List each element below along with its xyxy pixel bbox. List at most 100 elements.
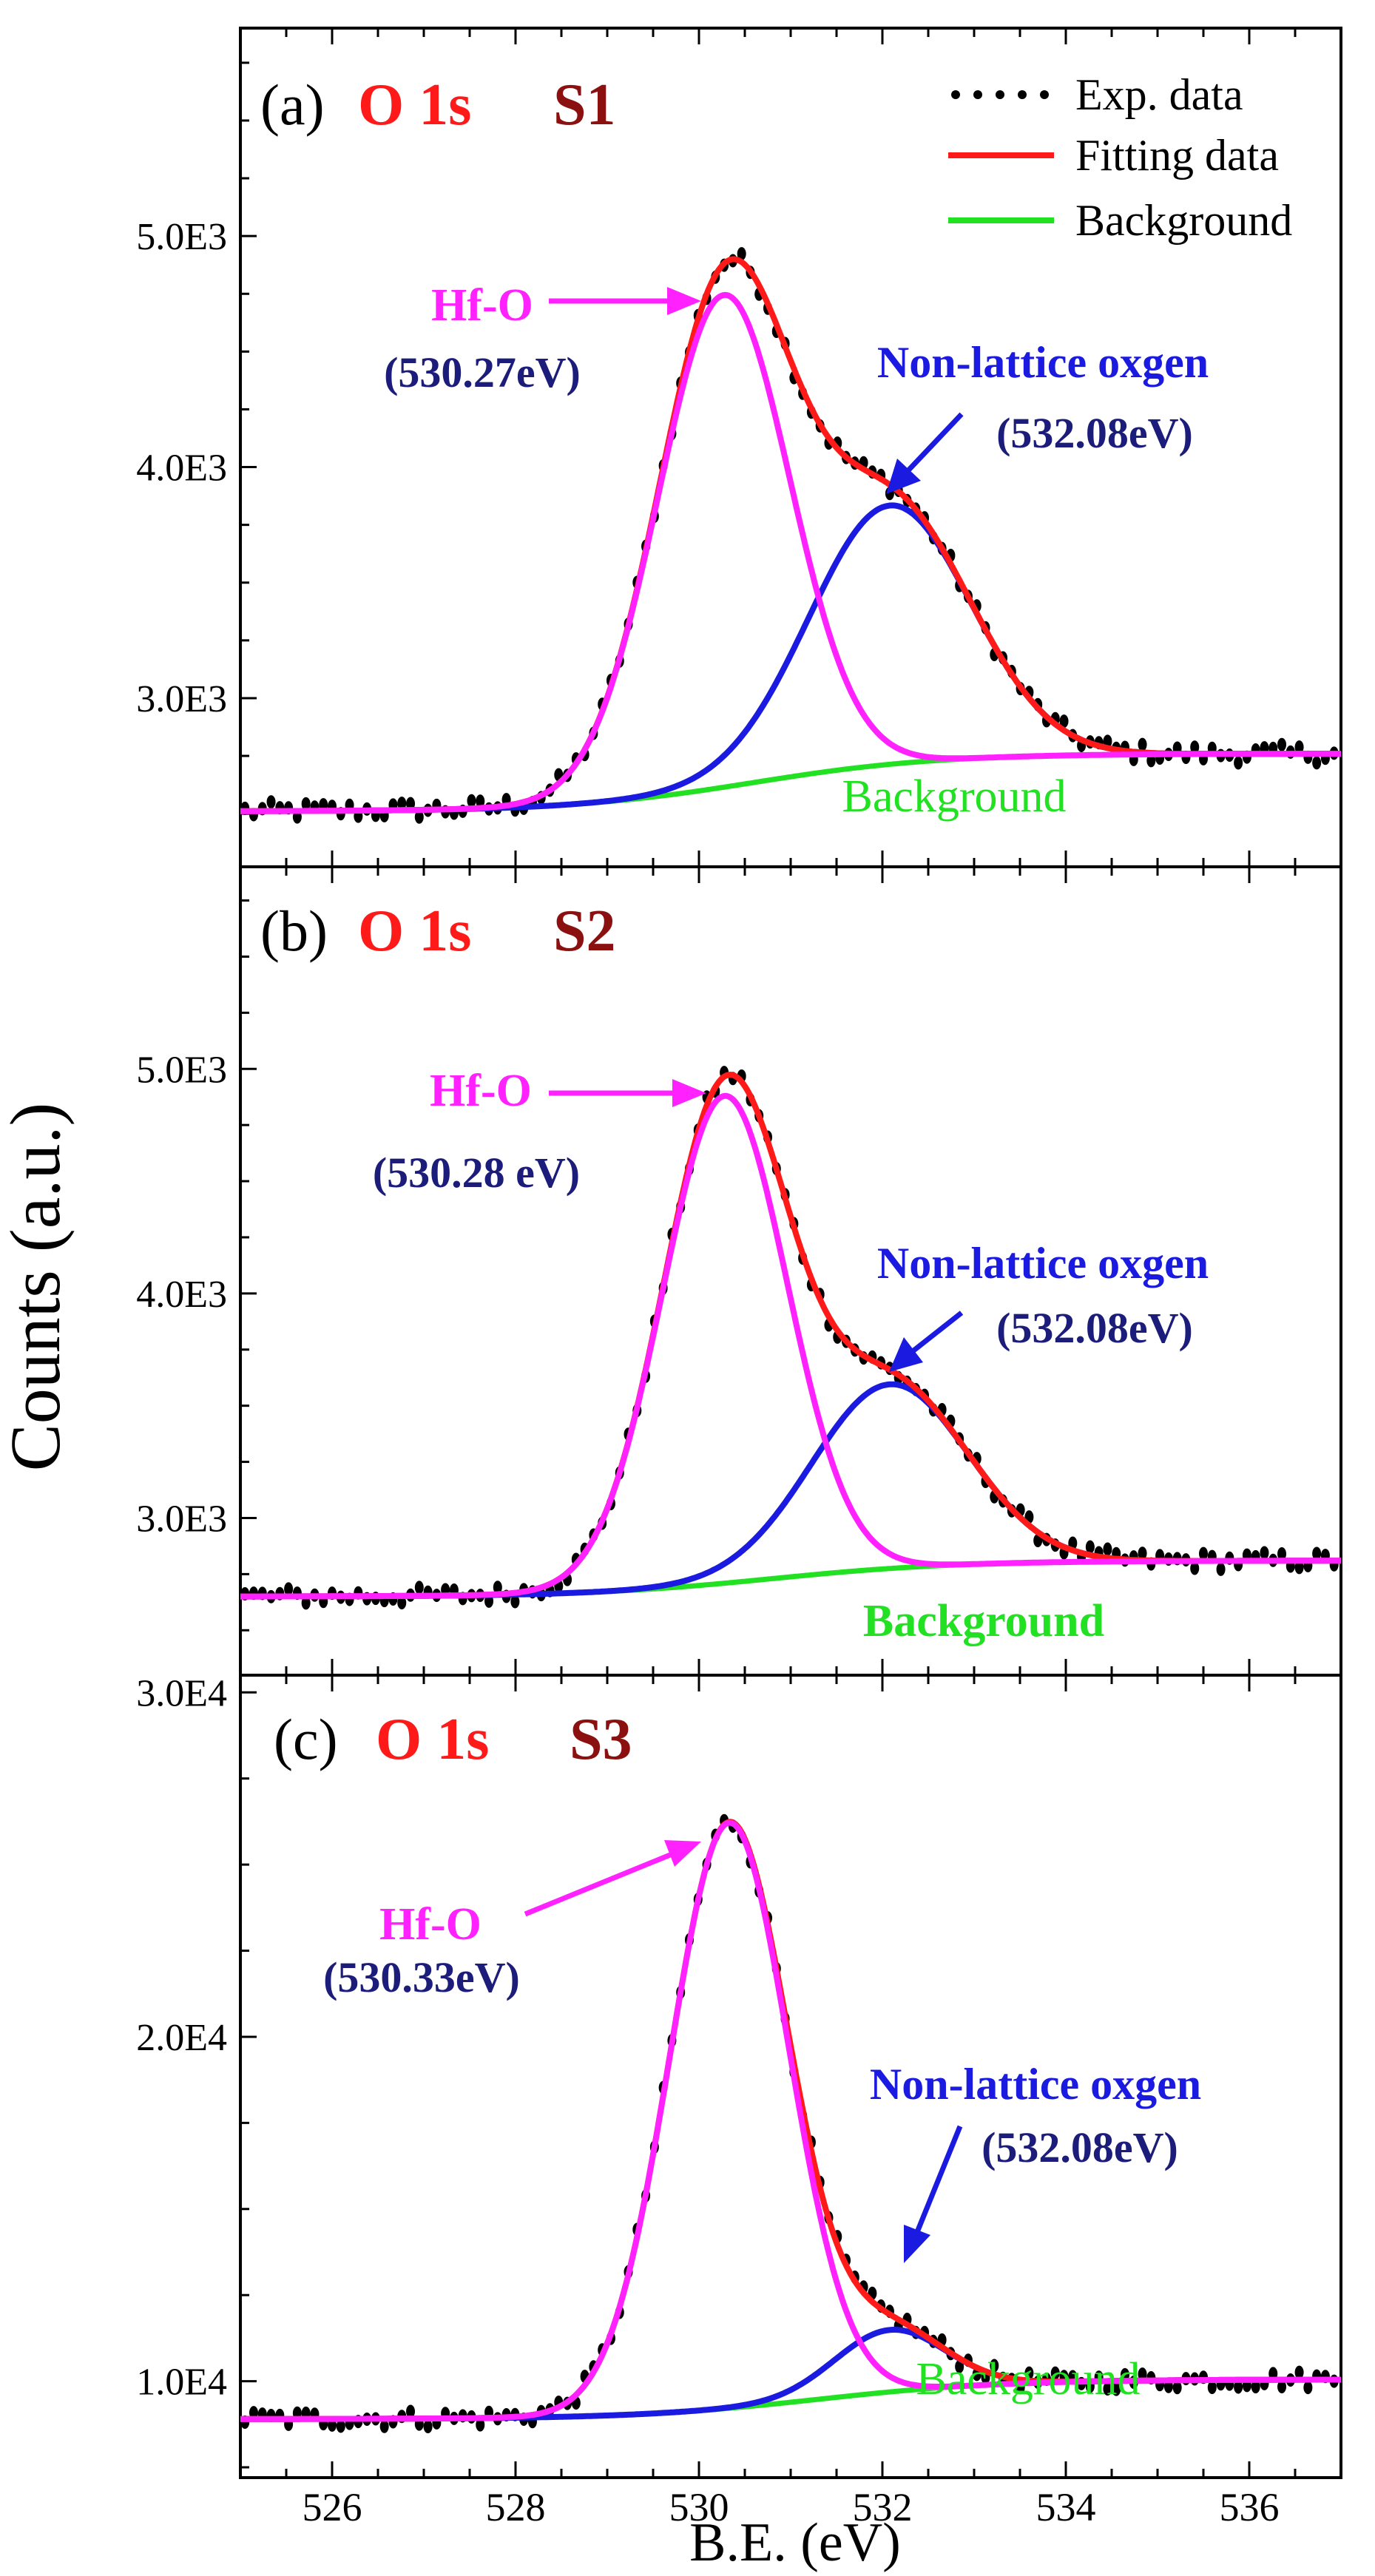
panel-b-exp-point <box>1190 1561 1200 1575</box>
panel-a-hfo-label: Hf-O <box>431 280 533 331</box>
panel-b-y-tick-label: 4.0E3 <box>136 1274 227 1316</box>
panel-c-hfo-value: (530.33eV) <box>323 1953 520 2001</box>
x-tick-label: 528 <box>486 2485 546 2529</box>
panel-a-sample: S1 <box>553 72 616 138</box>
legend-bg-label: Background <box>1075 196 1292 245</box>
panel-c-nl-value: (532.08eV) <box>982 2123 1178 2171</box>
panel-a-exp-point <box>1234 756 1243 770</box>
panel-b-exp-point <box>1199 1546 1208 1561</box>
panel-b-nl-label: Non-lattice oxgen <box>877 1239 1209 1288</box>
panel-c-y-tick-label: 1.0E4 <box>136 2362 227 2404</box>
panel-b-bg-label: Background <box>863 1596 1104 1646</box>
panel-c-exp-point <box>1251 2380 1260 2394</box>
legend-exp-dots <box>951 90 1049 99</box>
panel-b-exp-point <box>1216 1562 1226 1576</box>
x-axis-label: B.E. (eV) <box>689 2512 901 2573</box>
panel-a-exp-point <box>467 794 476 808</box>
panel-b-hfo-arrow <box>549 1079 706 1107</box>
panel-a-hfo-value: (530.27eV) <box>384 348 581 396</box>
panel-c-hfo-arrow <box>524 1840 701 1917</box>
panel-a-hfo-curve <box>240 291 1341 814</box>
panel-c-exp-point <box>990 2359 999 2373</box>
panel-a-exp-point <box>476 794 485 808</box>
panel-a-core-level: O 1s <box>358 72 471 138</box>
x-tick-label: 532 <box>853 2485 913 2529</box>
panel-c-exp-point <box>1294 2365 1304 2379</box>
panel-c-nl-label: Non-lattice oxgen <box>870 2060 1201 2109</box>
panel-b-exp-point <box>1138 1546 1147 1561</box>
panel-b-exp-point <box>1260 1546 1269 1560</box>
panel-c-hfo-curve <box>240 1819 1341 2422</box>
panel-c-exp-point <box>1172 2381 1182 2395</box>
y-axis-label: Counts (a.u.) <box>0 1103 75 1472</box>
panel-c-exp-point <box>1234 2380 1243 2394</box>
panel-a-exp-point <box>1294 740 1304 754</box>
panel-c-curves <box>240 1813 1341 2434</box>
panel-b-exp-point <box>397 1596 407 1610</box>
legend-entry-exp: Exp. data <box>951 70 1243 119</box>
legend-entry-background: Background <box>948 196 1292 245</box>
panel-b-y-tick-label: 3.0E3 <box>136 1498 227 1540</box>
panel-a-curves <box>240 247 1341 824</box>
panel-a-exp-point <box>266 795 276 809</box>
panel-b-nl-arrow <box>889 1311 964 1372</box>
panel-b-exp-point <box>1294 1561 1304 1575</box>
panel-c-exp-point <box>379 2419 389 2433</box>
x-tick-labels: 526 528 530 532 534 536 <box>303 2485 1280 2529</box>
panel-c-hfo-label: Hf-O <box>379 1899 482 1950</box>
panel-c-exp-point <box>423 2420 433 2434</box>
panel-c-exp-point <box>476 2418 485 2432</box>
panel-a-y-tick-label: 3.0E3 <box>136 678 227 720</box>
panel-c-nl-arrow <box>904 2125 963 2263</box>
panel-c-exp-point <box>1103 2382 1112 2396</box>
panel-b-curves <box>240 1066 1341 1610</box>
panel-a-hfo-arrow <box>549 287 701 315</box>
panel-a-exp-point <box>406 797 416 811</box>
panel-a-nl-label: Non-lattice oxgen <box>877 338 1209 387</box>
panel-c-bg-label: Background <box>916 2354 1140 2404</box>
panel-a-exp-point <box>397 797 407 811</box>
panel-a-id: (a) <box>260 72 325 137</box>
panel-a-exp-point <box>1138 737 1147 751</box>
panel-b-exp-point <box>493 1581 502 1595</box>
panel-c-exp-point <box>1207 2381 1217 2395</box>
legend-exp-label: Exp. data <box>1075 70 1243 119</box>
panel-b-hfo-label: Hf-O <box>430 1066 532 1116</box>
panel-c-exp-point <box>336 2419 345 2433</box>
panel-a-exp-point <box>301 797 311 811</box>
panel-b-exp-point <box>510 1595 520 1609</box>
panel-c-exp-point <box>1277 2380 1287 2394</box>
panel-a-y-tick-label: 5.0E3 <box>136 216 227 258</box>
panel-c-exp-point <box>1303 2381 1313 2395</box>
panel-a-exp-point <box>1190 740 1200 754</box>
panel-b-exp-point <box>1085 1540 1095 1554</box>
panel-c-exp-point <box>1138 2367 1147 2381</box>
panel-b-hfo-curve <box>240 1092 1341 1600</box>
panel-a-exp-point <box>1277 737 1287 751</box>
panel-b-core-level: O 1s <box>358 899 471 964</box>
panel-a-exp-point <box>1059 714 1069 728</box>
panel-b-exp-point <box>301 1596 311 1610</box>
panel-c-id: (c) <box>274 1707 338 1771</box>
x-tick-label: 526 <box>303 2485 362 2529</box>
panel-b-y-tick-label: 5.0E3 <box>136 1049 227 1091</box>
panel-c-sample: S3 <box>570 1707 632 1772</box>
panel-a-y-tick-label: 4.0E3 <box>136 447 227 490</box>
panel-c-y-tick-label: 2.0E4 <box>136 2017 227 2059</box>
panel-a-nl-value: (532.08eV) <box>996 409 1193 457</box>
panel-a: 3.0E3 4.0E3 5.0E3 (a) O 1s S1 Exp. data Fi… <box>136 27 1342 868</box>
panel-b-hfo-value: (530.28 eV) <box>373 1149 580 1197</box>
panel-c-exp-point <box>1024 2366 1034 2380</box>
panel-c-exp-point <box>1112 2382 1121 2396</box>
panel-b-sample: S2 <box>553 899 616 964</box>
panel-b-exp-point <box>284 1582 294 1596</box>
panel-c-core-level: O 1s <box>376 1707 489 1772</box>
panel-b-id: (b) <box>260 899 328 963</box>
panel-b-exp-point <box>414 1581 424 1595</box>
panel-a-exp-point <box>1312 756 1322 770</box>
panel-b-exp-point <box>1103 1542 1112 1556</box>
x-tick-label: 536 <box>1220 2485 1280 2529</box>
panel-a-exp-point <box>737 247 746 261</box>
panel-b-nl-value: (532.08eV) <box>996 1304 1193 1352</box>
